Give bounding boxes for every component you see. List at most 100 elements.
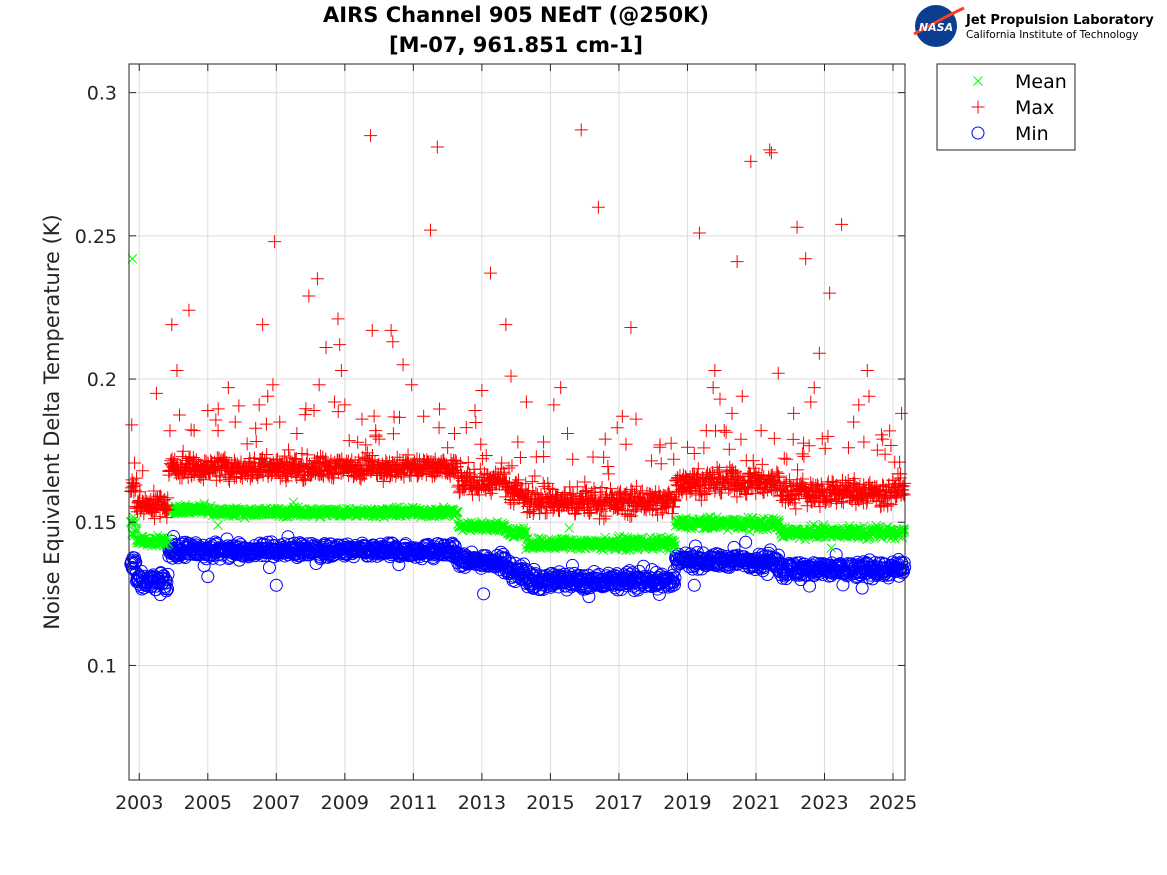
data-point (160, 575, 174, 589)
data-point (566, 452, 580, 466)
data-point (528, 469, 542, 483)
data-point (697, 441, 711, 455)
data-point (147, 484, 161, 498)
data-point (221, 381, 235, 395)
data-point (667, 500, 681, 514)
data-point (511, 435, 525, 449)
data-point (163, 538, 173, 549)
data-point (405, 378, 419, 392)
data-point (754, 424, 768, 438)
data-point (852, 398, 866, 412)
data-point (393, 410, 407, 424)
data-point (619, 437, 633, 451)
data-point (499, 318, 513, 332)
data-point (149, 386, 163, 400)
data-point (364, 129, 378, 143)
data-point (780, 452, 794, 466)
data-point (282, 443, 296, 457)
data-point (823, 286, 837, 300)
data-point (744, 154, 758, 168)
data-point (719, 425, 733, 439)
data-point (537, 450, 551, 464)
data-point (668, 571, 682, 585)
data-point (331, 405, 345, 419)
data-point (725, 406, 739, 420)
data-point (365, 323, 379, 337)
data-point (228, 415, 242, 429)
data-point (447, 426, 461, 440)
data-point (302, 289, 316, 303)
data-point (386, 335, 400, 349)
data-point (713, 392, 727, 406)
data-point (161, 582, 175, 596)
data-point (694, 493, 708, 507)
series-max (124, 123, 912, 526)
data-point (767, 431, 781, 445)
data-point (182, 303, 196, 317)
data-point (802, 439, 816, 453)
data-point (262, 560, 276, 574)
data-point (252, 398, 266, 412)
grid (129, 64, 905, 780)
series-min (124, 530, 912, 604)
data-point (799, 252, 813, 266)
data-point (797, 436, 811, 450)
chart-title-line-2: [M-07, 961.851 cm-1] (389, 33, 643, 57)
data-point (653, 438, 667, 452)
data-point (433, 402, 447, 416)
data-point (423, 223, 437, 237)
data-point (629, 412, 643, 426)
data-point (797, 449, 811, 463)
data-point (201, 570, 215, 584)
data-point (582, 590, 596, 604)
data-point (163, 424, 177, 438)
data-point (386, 427, 400, 441)
data-point (256, 318, 270, 332)
data-point (602, 467, 616, 481)
data-point (331, 312, 345, 326)
data-point (249, 434, 263, 448)
data-point (525, 475, 539, 489)
plot-data (124, 123, 912, 604)
data-point (290, 426, 304, 440)
data-point (680, 440, 694, 454)
data-point (319, 341, 333, 355)
data-point (187, 424, 201, 438)
data-point (568, 507, 582, 521)
data-point (561, 426, 575, 440)
series-mean (125, 253, 910, 556)
data-point (771, 548, 785, 562)
data-point (835, 217, 849, 231)
data-point (821, 429, 835, 443)
data-point (815, 432, 829, 446)
data-point (232, 399, 246, 413)
data-point (610, 421, 624, 435)
data-point (734, 432, 748, 446)
data-point (722, 442, 736, 456)
data-point (461, 455, 475, 469)
data-point (598, 432, 612, 446)
data-point (477, 587, 491, 601)
data-point (483, 266, 497, 280)
data-point (624, 320, 638, 334)
data-point (789, 502, 803, 516)
data-point (249, 421, 263, 435)
data-point (547, 398, 561, 412)
data-point (161, 567, 175, 581)
data-point (764, 146, 778, 160)
data-point (615, 409, 629, 423)
data-point (847, 415, 861, 429)
data-point (699, 424, 713, 438)
data-point (660, 578, 674, 592)
data-point (261, 389, 275, 403)
data-point (554, 381, 568, 395)
data-point (895, 406, 909, 420)
data-point (857, 435, 871, 449)
data-point (777, 451, 791, 465)
data-point (211, 402, 225, 416)
data-point (654, 457, 668, 471)
axis-ticks (129, 64, 905, 780)
data-point (351, 435, 365, 449)
data-point (663, 578, 677, 592)
